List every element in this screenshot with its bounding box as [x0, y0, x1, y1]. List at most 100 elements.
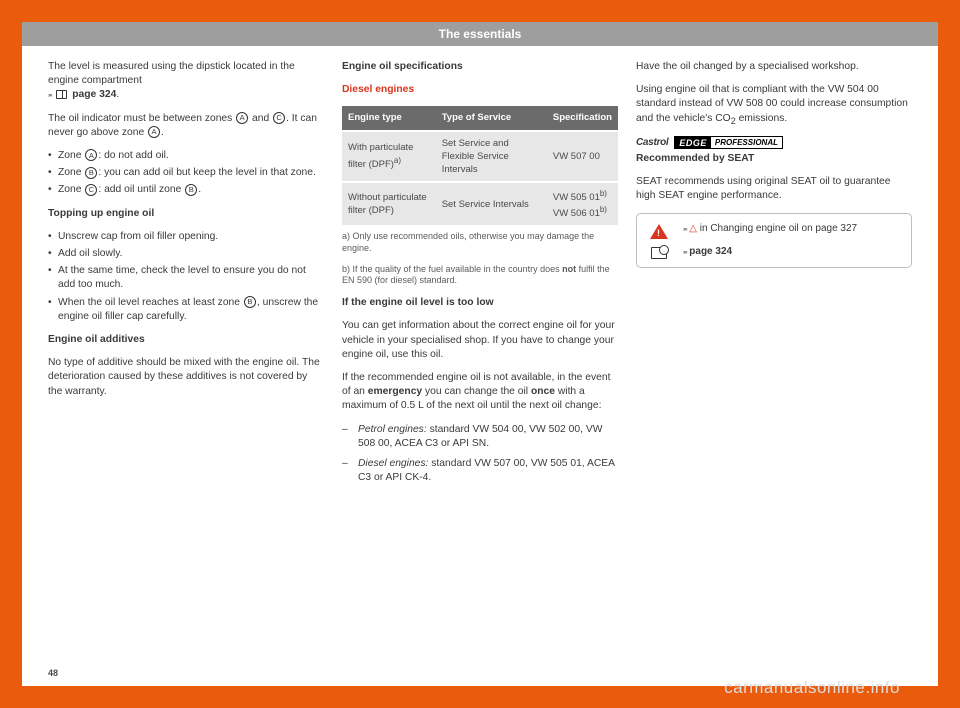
text: b) If the quality of the fuel available … [342, 264, 562, 274]
zone-b-icon: B [244, 296, 256, 308]
text: : you can add oil but keep the level in … [98, 167, 316, 178]
th-service: Type of Service [436, 106, 547, 130]
list-item: Petrol engines: standard VW 504 00, VW 5… [342, 423, 618, 451]
chevron-icon: ››› [48, 92, 52, 99]
ref-row-warning: ››› △ in Changing engine oil on page 327 [647, 222, 901, 239]
zone-a-icon: A [236, 112, 248, 124]
p-low2: If the recommended engine oil is not ava… [342, 371, 618, 414]
warning-icon [650, 224, 668, 239]
book-magnify-icon [651, 247, 667, 259]
text: VW 505 01 [553, 192, 600, 203]
text: When the oil level reaches at least zone [58, 297, 243, 308]
text: and [249, 113, 272, 124]
chevron-icon: ››› [683, 249, 687, 256]
ref-text: ››› △ in Changing engine oil on page 327 [683, 222, 857, 236]
h-spec: Engine oil specifications [342, 60, 618, 74]
h-topping: Topping up engine oil [48, 207, 324, 221]
book-icon [56, 90, 67, 99]
zone-c-icon: C [85, 184, 97, 196]
h-additives: Engine oil additives [48, 333, 324, 347]
p-recommended: SEAT recommends using original SEAT oil … [636, 175, 912, 203]
text: VW 506 01 [553, 208, 600, 219]
zone-b-icon: B [85, 167, 97, 179]
icon-slot [647, 245, 671, 259]
text: The oil indicator must be between zones [48, 113, 235, 124]
h-low: If the engine oil level is too low [342, 296, 618, 310]
p-low1: You can get information about the correc… [342, 319, 618, 362]
text-bold: emergency [368, 386, 422, 397]
page-ref: page 324 [72, 89, 116, 100]
col-2: Engine oil specifications Diesel engines… [342, 60, 618, 494]
chevron-icon: ››› [683, 226, 687, 233]
cell: Without particulate filter (DPF) [342, 182, 436, 226]
footnote-b: b) If the quality of the fuel available … [342, 264, 618, 287]
text: Zone [58, 184, 84, 195]
table-row: Without particulate filter (DPF) Set Ser… [342, 182, 618, 226]
text: With particulate filter (DPF) [348, 142, 413, 169]
p-additives: No type of additive should be mixed with… [48, 356, 324, 399]
list-item: Zone A: do not add oil. [48, 149, 324, 163]
text: Zone [58, 150, 84, 161]
p-indicator: The oil indicator must be between zones … [48, 112, 324, 140]
ref-text: ››› page 324 [683, 245, 732, 259]
edge-badge: EDGE PROFESSIONAL [674, 136, 783, 149]
list-item: At the same time, check the level to ens… [48, 264, 324, 292]
cell: VW 505 01b)VW 506 01b) [547, 182, 618, 226]
list-item: Diesel engines: standard VW 507 00, VW 5… [342, 457, 618, 485]
p-workshop: Have the oil changed by a specialised wo… [636, 60, 912, 74]
spec-table: Engine type Type of Service Specificatio… [342, 106, 618, 225]
text: Zone [58, 167, 84, 178]
topping-list: Unscrew cap from oil filler opening. Add… [48, 230, 324, 324]
th-spec: Specification [547, 106, 618, 130]
text-bold: not [562, 264, 576, 274]
content-columns: The level is measured using the dipstick… [22, 60, 938, 494]
page: The essentials The level is measured usi… [22, 22, 938, 686]
col-3: Have the oil changed by a specialised wo… [636, 60, 912, 494]
ref-row-book: ››› page 324 [647, 245, 901, 259]
list-item: Zone B: you can add oil but keep the lev… [48, 166, 324, 180]
warning-inline-icon: △ [689, 223, 697, 234]
table-row: Engine type Type of Service Specificatio… [342, 106, 618, 130]
cell: Set Service Intervals [436, 182, 547, 226]
zone-b-icon: B [185, 184, 197, 196]
p-co2: Using engine oil that is compliant with … [636, 83, 912, 127]
text-italic: Diesel engines: [358, 458, 428, 469]
text: : do not add oil. [98, 150, 168, 161]
list-item: Zone C: add oil until zone B. [48, 183, 324, 197]
icon-slot [647, 222, 671, 239]
h-diesel: Diesel engines [342, 83, 618, 97]
sup: b) [600, 189, 607, 198]
sup: b) [600, 205, 607, 214]
references-box: ››› △ in Changing engine oil on page 327… [636, 213, 912, 268]
text: in Changing engine oil on page 327 [700, 223, 857, 234]
castrol-logo: Castrol [636, 136, 668, 150]
list-item: Add oil slowly. [48, 247, 324, 261]
text: . [161, 127, 164, 138]
text: emissions. [736, 113, 788, 124]
col-1: The level is measured using the dipstick… [48, 60, 324, 494]
brand-row: Castrol EDGE PROFESSIONAL [636, 136, 912, 150]
cell: Set Service and Flexible Service Interva… [436, 131, 547, 182]
h-recommended: Recommended by SEAT [636, 152, 912, 166]
zone-a-icon: A [85, 149, 97, 161]
dash-list: Petrol engines: standard VW 504 00, VW 5… [342, 423, 618, 486]
section-header: The essentials [22, 22, 938, 46]
text: page 324 [689, 246, 732, 257]
table-row: With particulate filter (DPF)a) Set Serv… [342, 131, 618, 182]
text: : add oil until zone [98, 184, 184, 195]
text: . [198, 184, 201, 195]
p-dipstick: The level is measured using the dipstick… [48, 60, 324, 103]
list-item: Unscrew cap from oil filler opening. [48, 230, 324, 244]
list-item: When the oil level reaches at least zone… [48, 296, 324, 324]
footnote-a: a) Only use recommended oils, otherwise … [342, 231, 618, 254]
zone-a-icon: A [148, 126, 160, 138]
text-bold: once [531, 386, 555, 397]
sup: a) [394, 156, 401, 165]
zone-list: Zone A: do not add oil. Zone B: you can … [48, 149, 324, 198]
zone-c-icon: C [273, 112, 285, 124]
page-outer: The essentials The level is measured usi… [0, 0, 960, 708]
text: The level is measured using the dipstick… [48, 61, 295, 86]
text-italic: Petrol engines: [358, 424, 427, 435]
page-number: 48 [48, 668, 58, 678]
edge-pro-label: PROFESSIONAL [711, 137, 782, 148]
